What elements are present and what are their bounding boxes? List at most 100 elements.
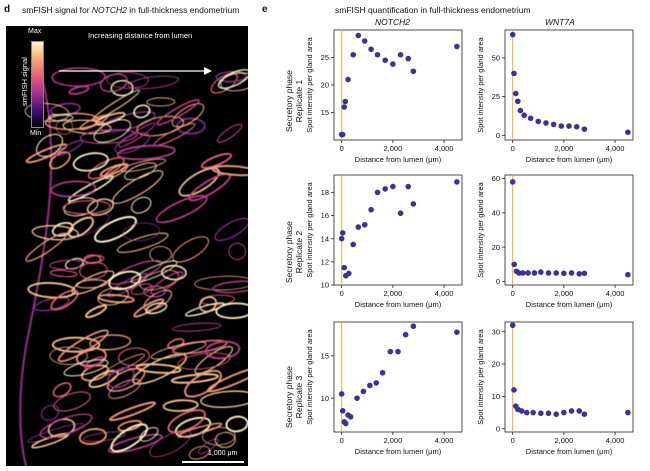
gland-outline	[200, 390, 248, 408]
data-point	[509, 322, 516, 329]
y-tick-label: 20	[492, 360, 500, 369]
gland-outline	[50, 180, 97, 198]
scatter-panel-r3-c2: 0 2,000 4,000 0 10 20 30 Distance from lumen (μ…	[476, 321, 634, 456]
plot-frame	[504, 29, 634, 141]
data-point	[361, 221, 368, 228]
gland-outline	[48, 113, 74, 122]
gland-outline	[44, 112, 100, 131]
gland-outline	[116, 232, 169, 253]
data-point	[558, 123, 565, 129]
x-tick-label: 0	[340, 289, 344, 298]
gland-outline	[143, 289, 173, 311]
data-point	[397, 210, 404, 217]
gland-outline	[130, 260, 178, 284]
data-point	[573, 124, 580, 130]
gland-outline	[215, 302, 248, 319]
y-tick-label: 60	[492, 174, 500, 183]
x-tick-label: 2,000	[383, 144, 402, 153]
data-point	[530, 409, 536, 416]
data-point	[410, 201, 417, 207]
y-tick-label: 20	[492, 243, 500, 252]
data-point	[527, 115, 534, 122]
gland-outline	[55, 139, 84, 157]
gland-outline	[107, 433, 163, 454]
plot-frame	[504, 174, 634, 286]
y-tick-label: 30	[492, 327, 500, 336]
gland-outline	[106, 367, 146, 392]
panel-d-title-post: in full-thickness endometrium	[126, 5, 240, 15]
data-point	[345, 76, 351, 83]
gland-outline	[167, 409, 206, 434]
y-tick-label: 0	[496, 424, 500, 433]
gland-outline	[211, 165, 248, 177]
data-point	[525, 270, 531, 276]
gland-outline	[171, 103, 205, 128]
gland-outline	[88, 369, 119, 388]
data-point	[509, 179, 516, 185]
data-point	[346, 270, 352, 277]
data-point	[350, 241, 357, 248]
data-point	[535, 118, 542, 125]
gland-outline	[25, 232, 67, 262]
data-point	[339, 230, 346, 236]
gland-outline	[188, 445, 211, 460]
data-point	[566, 123, 572, 129]
gland-outline	[118, 347, 150, 367]
colorbar	[31, 41, 44, 128]
colorbar-max-label: Max	[28, 28, 42, 35]
data-point	[367, 382, 373, 389]
x-tick-label: 0	[340, 144, 344, 153]
data-point	[374, 189, 381, 196]
gland-outline	[185, 302, 225, 317]
data-point	[382, 186, 389, 192]
gland-outline	[53, 391, 91, 412]
gland-outline	[51, 67, 106, 87]
x-tick-label: 4,000	[606, 144, 625, 153]
gland-outline	[194, 275, 248, 291]
gland-outline	[214, 431, 236, 448]
y-tick-label: 40	[492, 208, 500, 217]
data-point	[550, 121, 557, 128]
gland-outline	[62, 200, 111, 215]
gland-outline	[108, 378, 142, 399]
gland-outline	[49, 259, 85, 270]
gland-outline	[220, 72, 248, 92]
gland-outline	[214, 217, 248, 242]
data-point	[543, 120, 549, 126]
gland-outline	[172, 236, 210, 263]
plot-frame	[504, 321, 634, 433]
gland-outline	[51, 336, 101, 353]
data-point	[545, 270, 552, 276]
gland-outline	[49, 269, 78, 278]
data-point	[373, 380, 380, 386]
data-point	[538, 410, 544, 417]
gland-outline	[86, 198, 114, 216]
y-axis-label: Spot intensity per gland area	[476, 328, 485, 424]
data-point	[387, 348, 394, 355]
gland-outline	[87, 157, 125, 180]
x-tick-label: 2,000	[383, 436, 402, 445]
data-point	[520, 270, 526, 276]
gland-outline	[118, 122, 156, 148]
gland-outline	[94, 216, 137, 243]
gland-outline	[49, 346, 88, 365]
data-point	[405, 55, 412, 62]
x-tick-label: 0	[511, 289, 515, 298]
data-point	[382, 57, 389, 64]
data-point	[568, 270, 575, 276]
data-point	[390, 183, 396, 190]
panel-d-title: smFISH signal for NOTCH2 in full-thickne…	[22, 5, 239, 15]
tissue-glands-graphic	[19, 55, 248, 466]
gland-outline	[216, 123, 243, 143]
data-point	[568, 408, 575, 414]
data-point	[390, 61, 396, 67]
gland-outline	[172, 322, 222, 332]
data-point	[516, 270, 522, 276]
data-point	[341, 264, 348, 271]
col-header-wnt7a: WNT7A	[545, 17, 575, 27]
data-point	[515, 98, 521, 105]
x-tick-label: 2,000	[554, 436, 573, 445]
gland-outline	[116, 144, 176, 161]
gland-outline	[139, 269, 180, 291]
data-point	[379, 369, 386, 376]
